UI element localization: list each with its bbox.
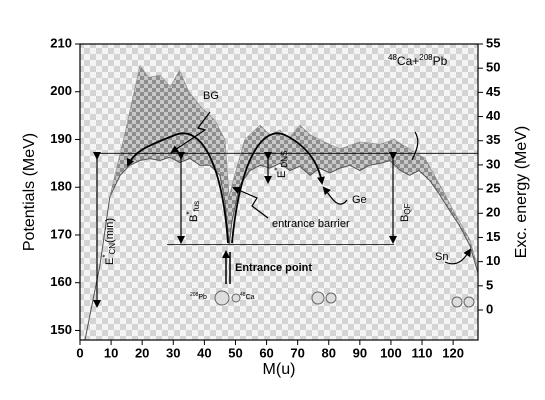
annotation-part: B <box>399 215 411 222</box>
annotation: E*CN(min) <box>101 218 117 265</box>
nucleus <box>463 296 475 308</box>
annotation: Sn <box>435 251 448 263</box>
x-tick-label: 40 <box>197 345 211 360</box>
y-tick-label: 200 <box>50 83 72 98</box>
x-tick-label: 120 <box>442 345 464 360</box>
x-tick-label: 60 <box>259 345 273 360</box>
y-tick-label: 180 <box>50 179 72 194</box>
y2-tick-label: 25 <box>486 181 500 196</box>
x-tick-label: 110 <box>412 345 433 360</box>
x-tick-label: 30 <box>166 345 180 360</box>
x-tick-label: 100 <box>380 345 402 360</box>
annotation-part: B <box>188 215 200 222</box>
reaction-part: Pb <box>433 54 448 68</box>
y-axis-title: Potentials (MeV) <box>21 133 38 251</box>
series-line <box>84 156 479 341</box>
annotation-part: QF <box>403 203 412 214</box>
arrow <box>322 186 348 205</box>
arrow <box>232 186 269 219</box>
annotation-part: (min) <box>104 218 116 243</box>
annotation-part: fus <box>192 201 201 212</box>
reaction-part: 208 <box>419 53 433 62</box>
annotation-part: CN <box>108 243 117 255</box>
y-tick-label: 190 <box>50 131 72 146</box>
x-tick-label: 90 <box>353 345 367 360</box>
annotation-part: * <box>101 255 110 258</box>
y2-tick-label: 55 <box>486 35 500 50</box>
annotation-part: E <box>104 258 116 265</box>
nuclei <box>214 290 475 308</box>
annotation-part: DNS <box>280 151 289 168</box>
y2-tick-label: 0 <box>486 301 493 316</box>
y2-axis-title: Exc. energy (MeV) <box>513 126 530 258</box>
x-tick-label: 10 <box>104 345 118 360</box>
reaction-part: 48 <box>388 53 397 62</box>
area <box>84 157 478 340</box>
annotation: Ge <box>352 194 367 206</box>
y-tick-label: 210 <box>50 35 72 50</box>
x-tick-label: 20 <box>135 345 149 360</box>
y2-tick-label: 50 <box>486 60 500 75</box>
nucleus <box>311 291 325 305</box>
annotation: 48Ca <box>240 292 255 301</box>
y-tick-label: 170 <box>50 226 72 241</box>
annotation-part: * <box>185 212 194 215</box>
annotation: E*DNS <box>273 151 289 178</box>
y2-tick-label: 45 <box>486 84 500 99</box>
y2-tick-label: 10 <box>486 253 500 268</box>
x-tick-label: 50 <box>228 345 242 360</box>
arrow <box>170 111 211 154</box>
annotation-part: 48 <box>240 292 246 298</box>
y-tick-label: 150 <box>50 322 72 337</box>
x-tick-label: 0 <box>76 345 83 360</box>
annotation: entrance barrier <box>272 218 350 230</box>
nucleus <box>325 292 337 304</box>
annotation: Entrance point <box>235 262 312 274</box>
y2-tick-label: 35 <box>486 132 500 147</box>
annotation: BG <box>203 90 219 102</box>
annotation: 208Pb <box>190 292 207 301</box>
y2-tick-label: 15 <box>486 229 500 244</box>
annotation-part: E <box>276 171 288 178</box>
arrow <box>444 248 472 265</box>
arrows <box>93 111 472 308</box>
x-axis-title: M(u) <box>263 361 296 378</box>
annotation-part: * <box>273 168 282 171</box>
x-tick-label: 80 <box>322 345 336 360</box>
annotation-part: Pb <box>198 294 207 301</box>
y2-tick-label: 30 <box>486 156 500 171</box>
arrow <box>126 132 229 244</box>
annotation: B*fus <box>185 201 201 222</box>
x-tick-label: 70 <box>290 345 304 360</box>
arrow <box>411 131 419 161</box>
y2-tick-label: 5 <box>486 277 493 292</box>
nucleus <box>451 296 463 308</box>
annotation-part: Ca <box>246 294 255 301</box>
annotation: BQF <box>399 203 412 222</box>
y2-tick-label: 40 <box>486 108 500 123</box>
plot-frame <box>79 43 479 341</box>
reaction-label: 48Ca+208Pb <box>388 53 448 68</box>
nucleus <box>231 293 241 303</box>
nucleus <box>214 290 230 306</box>
y-tick-label: 160 <box>50 274 72 289</box>
y2-tick-label: 20 <box>486 205 500 220</box>
reaction-part: Ca+ <box>397 54 419 68</box>
annotation-part: 208 <box>190 292 199 298</box>
